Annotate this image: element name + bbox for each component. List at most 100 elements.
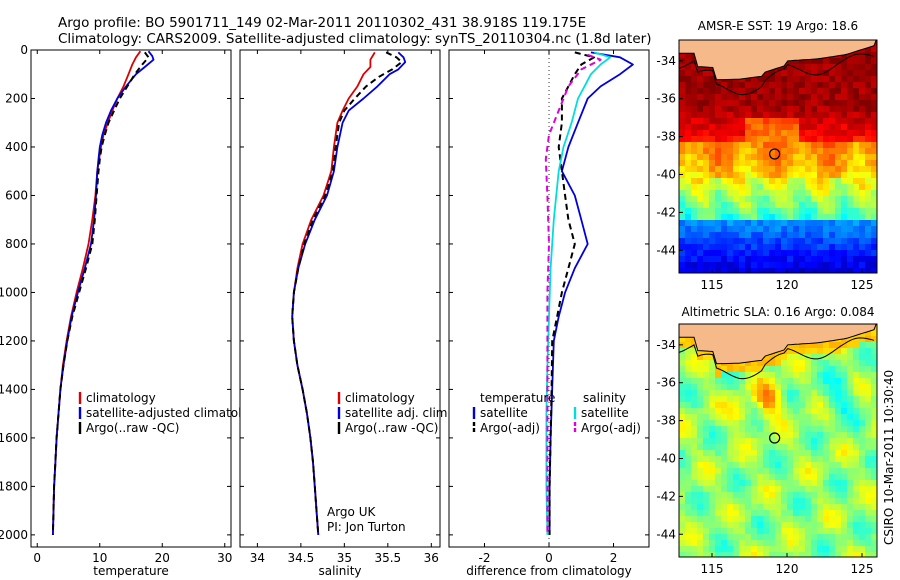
heatmap-cell xyxy=(709,244,716,251)
heatmap-cell xyxy=(817,474,824,481)
heatmap-cell xyxy=(811,244,818,251)
heatmap-cell xyxy=(691,178,698,185)
heatmap-cell xyxy=(679,432,686,439)
heatmap-cell xyxy=(745,456,752,463)
heatmap-cell xyxy=(727,184,734,191)
csiro-timestamp: CSIRO 10-Mar-2011 10:30:40 xyxy=(882,370,896,545)
heatmap-cell xyxy=(703,534,710,541)
heatmap-cell xyxy=(715,438,722,445)
heatmap-cell xyxy=(715,226,722,233)
heatmap-cell xyxy=(721,142,728,149)
heatmap-cell xyxy=(715,546,722,553)
heatmap-cell xyxy=(727,130,734,137)
heatmap-cell xyxy=(787,384,794,391)
heatmap-cell xyxy=(799,184,806,191)
heatmap-cell xyxy=(853,154,860,161)
heatmap-cell xyxy=(697,262,704,269)
heatmap-cell xyxy=(817,196,824,203)
heatmap-cell xyxy=(703,88,710,95)
heatmap-cell xyxy=(841,64,848,71)
heatmap-cell xyxy=(781,226,788,233)
heatmap-cell xyxy=(685,516,692,523)
heatmap-cell xyxy=(847,540,854,547)
heatmap-cell xyxy=(757,450,764,457)
heatmap-cell xyxy=(721,154,728,161)
heatmap-cell xyxy=(847,256,854,263)
heatmap-cell xyxy=(799,378,806,385)
heatmap-cell xyxy=(679,552,686,557)
heatmap-cell xyxy=(709,226,716,233)
heatmap-cell xyxy=(697,208,704,215)
heatmap-cell xyxy=(763,160,770,167)
heatmap-cell xyxy=(751,118,758,125)
heatmap-cell xyxy=(847,420,854,427)
heatmap-cell xyxy=(685,384,692,391)
heatmap-cell xyxy=(811,214,818,221)
heatmap-cell xyxy=(679,450,686,457)
heatmap-cell xyxy=(709,462,716,469)
heatmap-cell xyxy=(823,486,830,493)
heatmap-cell xyxy=(769,196,776,203)
heatmap-cell xyxy=(709,238,716,245)
heatmap-cell xyxy=(757,414,764,421)
heatmap-cell xyxy=(697,384,704,391)
heatmap-cell xyxy=(865,136,872,143)
heatmap-cell xyxy=(721,148,728,155)
heatmap-cell xyxy=(841,486,848,493)
heatmap-cell xyxy=(805,154,812,161)
heatmap-cell xyxy=(859,342,866,349)
heatmap-cell xyxy=(685,238,692,245)
heatmap-cell xyxy=(787,546,794,553)
heatmap-cell xyxy=(817,516,824,523)
heatmap-cell xyxy=(745,142,752,149)
heatmap-cell xyxy=(763,196,770,203)
y-tick-label: 1000 xyxy=(0,285,28,299)
heatmap-cell xyxy=(703,468,710,475)
heatmap-cell xyxy=(727,262,734,269)
heatmap-cell xyxy=(853,480,860,487)
x-tick-label: 36 xyxy=(424,551,439,565)
heatmap-cell xyxy=(727,366,734,373)
heatmap-cell xyxy=(847,250,854,257)
heatmap-cell xyxy=(721,456,728,463)
heatmap-cell xyxy=(703,166,710,173)
heatmap-cell xyxy=(793,214,800,221)
heatmap-cell xyxy=(859,214,866,221)
heatmap-cell xyxy=(769,510,776,517)
heatmap-cell xyxy=(757,504,764,511)
heatmap-cell xyxy=(811,552,818,557)
heatmap-cell xyxy=(757,420,764,427)
heatmap-cell xyxy=(847,226,854,233)
heatmap-cell xyxy=(679,106,686,113)
heatmap-cell xyxy=(751,516,758,523)
heatmap-cell xyxy=(745,426,752,433)
heatmap-cell xyxy=(799,58,806,65)
y-tick-label: 1400 xyxy=(0,382,28,396)
heatmap-cell xyxy=(829,94,836,101)
heatmap-cell xyxy=(811,450,818,457)
heatmap-cell xyxy=(805,480,812,487)
heatmap-cell xyxy=(823,184,830,191)
heatmap-cell xyxy=(703,528,710,535)
heatmap-cell xyxy=(721,256,728,263)
heatmap-cell xyxy=(829,220,836,227)
heatmap-cell xyxy=(871,402,877,409)
heatmap-cell xyxy=(685,154,692,161)
heatmap-cell xyxy=(871,426,877,433)
heatmap-cell xyxy=(787,402,794,409)
sla-map: Altimetric SLA: 0.16 Argo: 0.084 115 120 1… xyxy=(656,305,878,576)
heatmap-cell xyxy=(817,510,824,517)
heatmap-cell xyxy=(829,546,836,553)
heatmap-cell xyxy=(685,82,692,89)
heatmap-cell xyxy=(691,468,698,475)
heatmap-cell xyxy=(811,438,818,445)
heatmap-cell xyxy=(829,226,836,233)
heatmap-cell xyxy=(811,256,818,263)
heatmap-cell xyxy=(841,190,848,197)
heatmap-cell xyxy=(745,504,752,511)
heatmap-cell xyxy=(805,390,812,397)
heatmap-cell xyxy=(847,262,854,269)
heatmap-cell xyxy=(697,220,704,227)
heatmap-cell xyxy=(835,154,842,161)
heatmap-cell xyxy=(823,202,830,209)
